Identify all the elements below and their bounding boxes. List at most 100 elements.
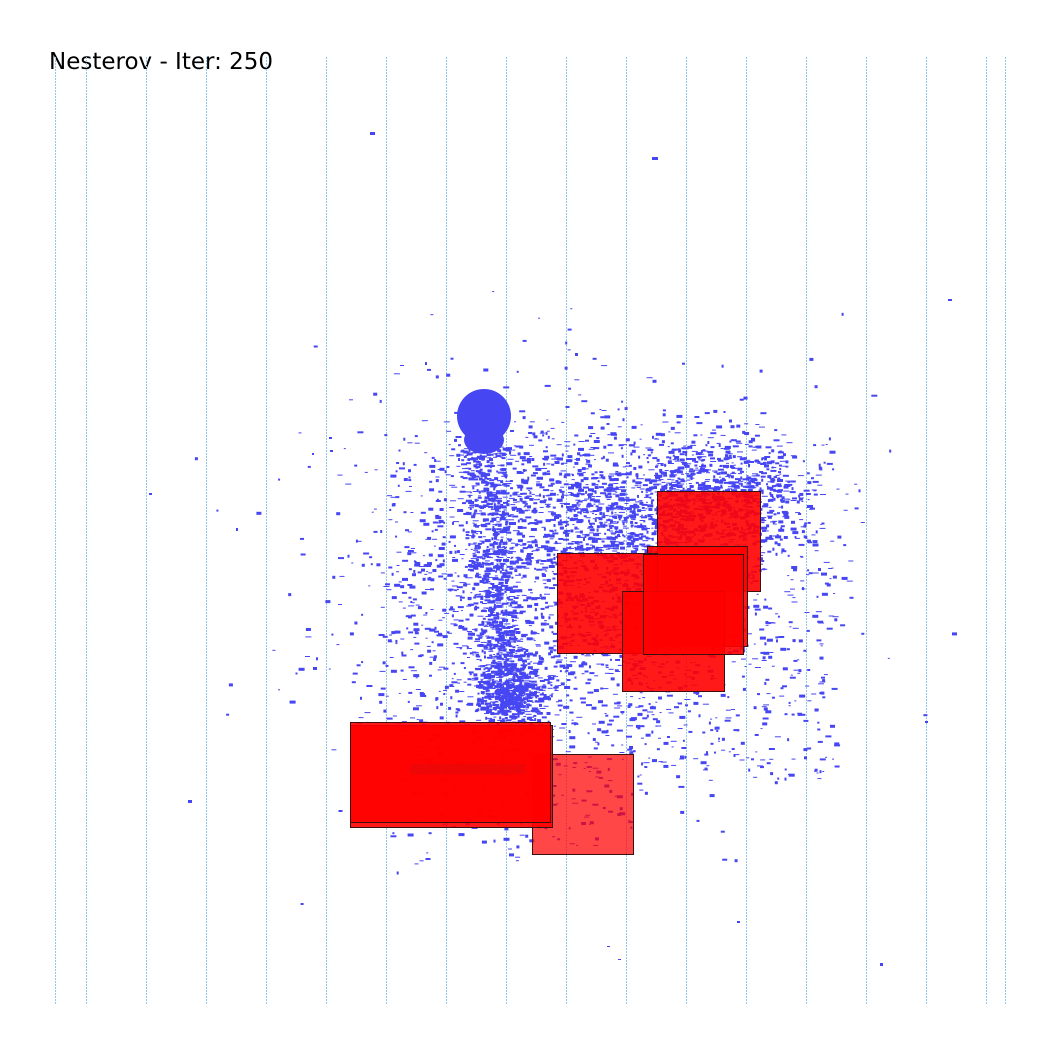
cell [503, 655, 507, 659]
cell [473, 460, 480, 463]
cell [458, 625, 465, 629]
cell [700, 450, 703, 454]
cell [719, 476, 722, 478]
cell [402, 679, 407, 680]
cell [601, 457, 604, 460]
cell [613, 514, 619, 516]
cell [818, 568, 821, 571]
cell [542, 566, 549, 569]
cell [382, 635, 388, 638]
cell [826, 462, 833, 465]
cell [466, 631, 472, 632]
cell [651, 532, 657, 536]
cell [477, 635, 484, 637]
cell [708, 779, 713, 781]
cell [331, 749, 337, 751]
cell [491, 657, 496, 659]
cell [505, 633, 510, 637]
cell [575, 505, 581, 507]
cell [762, 656, 766, 660]
cell [431, 469, 435, 473]
cell [504, 550, 510, 552]
cell [559, 490, 565, 493]
cell [504, 630, 511, 634]
cell [472, 651, 477, 654]
cell [789, 626, 792, 628]
cell [458, 524, 464, 527]
cell [492, 526, 495, 529]
cell [516, 370, 519, 373]
cell [592, 357, 597, 360]
cell [587, 527, 591, 529]
cell [499, 645, 506, 649]
cell [553, 645, 557, 647]
cell [783, 536, 788, 539]
cell [502, 685, 505, 689]
cell [609, 530, 614, 532]
cell [538, 439, 543, 442]
cell [472, 513, 476, 516]
cell [695, 481, 699, 484]
cell [508, 605, 513, 607]
cell [471, 535, 476, 538]
cell [544, 641, 550, 645]
cell [569, 736, 576, 740]
cell [754, 612, 757, 616]
cell [477, 545, 481, 549]
cell [486, 548, 489, 551]
cell [547, 681, 551, 685]
cell [800, 526, 806, 528]
cell [632, 479, 636, 483]
cell [483, 651, 486, 655]
cell [500, 504, 504, 507]
cell [725, 709, 731, 711]
cell [701, 463, 704, 466]
cell [671, 481, 675, 483]
cell [687, 445, 693, 449]
cell [485, 692, 491, 695]
cell [786, 442, 793, 444]
cell [489, 458, 493, 462]
cell [805, 493, 811, 495]
cell [496, 595, 500, 599]
cell [668, 482, 672, 486]
cell [621, 489, 626, 493]
cell [514, 506, 517, 510]
cell [641, 545, 647, 547]
cell [861, 632, 865, 635]
cell [500, 579, 505, 581]
cell [449, 686, 455, 687]
cell [555, 540, 558, 544]
cell [328, 668, 331, 670]
cell [594, 471, 598, 474]
cell [652, 759, 657, 763]
cell [644, 549, 648, 552]
cell [481, 457, 485, 461]
cell [595, 532, 602, 534]
cell [776, 445, 783, 447]
cell [488, 636, 495, 639]
cell [540, 660, 545, 662]
cell [574, 541, 579, 545]
cell [505, 719, 512, 722]
cell [609, 520, 613, 524]
cell [432, 650, 436, 652]
cell [744, 423, 749, 425]
cell [457, 575, 460, 578]
cell [504, 609, 508, 613]
cell [428, 553, 433, 557]
cell [356, 664, 361, 667]
cell [647, 448, 654, 451]
cell [509, 649, 515, 651]
cell [435, 697, 438, 701]
cell [564, 473, 571, 477]
cell [671, 764, 677, 766]
cell [667, 446, 670, 448]
cell [475, 558, 479, 562]
cell [436, 706, 439, 710]
cell [553, 553, 556, 556]
cell [581, 662, 588, 666]
cell [509, 654, 514, 657]
cell [676, 481, 681, 485]
cell [495, 492, 502, 495]
